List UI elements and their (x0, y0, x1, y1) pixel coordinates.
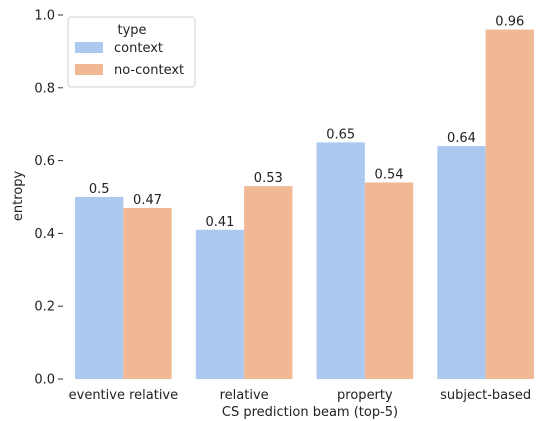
bar-value-labels: 0.5 0.41 0.65 0.64 0.47 0.53 0.54 0.96 (89, 15, 524, 230)
bar-value-label-no-context-relative: 0.53 (254, 171, 283, 186)
legend-label-no-context: no-context (114, 63, 184, 78)
x-tick-label: subject-based (440, 388, 531, 403)
bar-no-context-subject-based (485, 29, 534, 380)
bar-no-context-eventive-relative (123, 207, 172, 379)
bar-no-context-relative (244, 186, 293, 379)
bar-value-label-context-relative: 0.41 (205, 215, 234, 230)
bars (75, 29, 534, 380)
bar-value-label-no-context-subject-based: 0.96 (495, 15, 524, 30)
bar-value-label-context-property: 0.65 (326, 127, 355, 142)
bar-value-label-no-context-property: 0.54 (375, 167, 404, 182)
legend-swatch-context (75, 42, 103, 53)
bar-context-relative (195, 229, 245, 379)
bar-context-subject-based (437, 146, 486, 379)
legend-label-context: context (114, 41, 163, 56)
bar-context-eventive-relative (75, 197, 124, 379)
legend-title: type (117, 23, 146, 38)
y-tick-label: 1.0 (34, 9, 55, 24)
x-axis: eventive relative relative property subject… (69, 388, 532, 403)
bar-no-context-property (364, 182, 414, 379)
bar-value-label-context-subject-based: 0.64 (447, 131, 476, 146)
x-tick-label: property (337, 388, 393, 403)
y-tick-label: 0.4 (34, 227, 55, 242)
y-tick-label: 0.8 (34, 81, 55, 96)
bar-context-property (316, 142, 365, 379)
x-axis-label: CS prediction beam (top-5) (222, 405, 398, 420)
legend: type context no-context (67, 16, 196, 88)
y-tick-label: 0.0 (34, 373, 55, 388)
y-tick-label: 0.2 (34, 300, 55, 315)
y-tick-label: 0.6 (34, 154, 55, 169)
x-tick-label: relative (220, 388, 269, 403)
bar-value-label-context-eventive-relative: 0.5 (89, 182, 110, 197)
legend-swatch-no-context (75, 64, 103, 75)
y-axis-label: entropy (11, 171, 26, 222)
bar-value-label-no-context-eventive-relative: 0.47 (133, 193, 162, 208)
x-tick-label: eventive relative (69, 388, 179, 403)
y-axis: 0.0 0.2 0.4 0.6 0.8 1.0 (34, 9, 63, 388)
